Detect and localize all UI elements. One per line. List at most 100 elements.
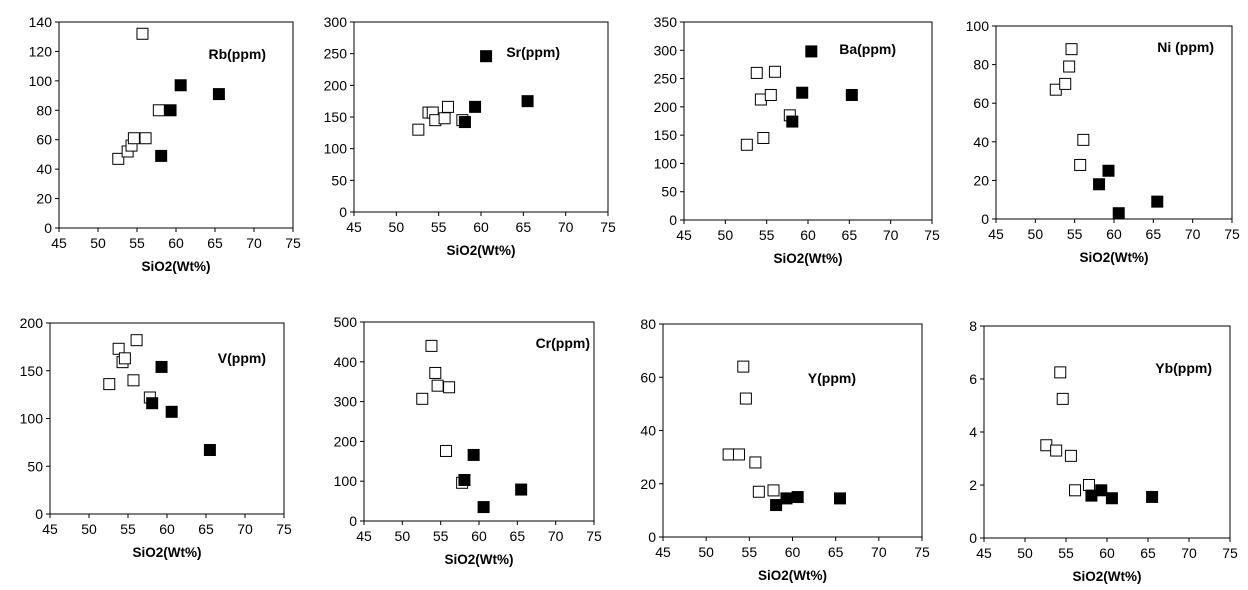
open-square-point <box>136 27 149 40</box>
panel-y: 45 50 55 60 65 70 75 0 20 40 60 80 SiO2(Wt%) Y(ppm) <box>640 316 930 583</box>
x-tick-label: 45 <box>42 521 58 537</box>
open-square-point <box>139 132 152 145</box>
filled-square-point <box>1095 484 1108 497</box>
open-square-point <box>118 352 131 365</box>
panel-ni: 45 50 55 60 65 70 75 0 20 40 60 80 100 SiO2(Wt%) Ni (p… <box>966 18 1240 265</box>
x-tick-label: 70 <box>871 544 887 560</box>
filled-square-point <box>791 491 804 504</box>
y-tick-label: 0 <box>44 220 52 236</box>
panel-title: Cr(ppm) <box>536 335 590 351</box>
filled-square-point <box>780 492 793 505</box>
plot-frame <box>662 323 923 538</box>
x-tick-label: 70 <box>1185 226 1201 242</box>
filled-square-point <box>1146 490 1159 503</box>
panel-ba: 45 50 55 60 65 70 75 0 50 100 150 200 250 300 350 SiO2(… <box>654 14 940 266</box>
filled-square-point <box>467 448 480 461</box>
open-square-point <box>425 339 438 352</box>
y-tick-label: 2 <box>969 477 977 493</box>
y-tick-label: 140 <box>29 14 53 30</box>
panel-title: Ni (ppm) <box>1157 39 1214 55</box>
x-tick-label: 65 <box>510 528 526 544</box>
open-square-point <box>740 138 753 151</box>
x-tick-label: 65 <box>516 219 532 235</box>
panel-title: Yb(ppm) <box>1155 360 1212 376</box>
filled-square-point <box>469 100 482 113</box>
x-tick-label: 50 <box>1028 226 1044 242</box>
open-square-point <box>732 448 745 461</box>
x-tick-label: 55 <box>1067 226 1083 242</box>
y-tick-label: 60 <box>640 369 656 385</box>
y-tick-label: 500 <box>334 314 358 330</box>
y-tick-label: 250 <box>654 71 678 87</box>
open-square-point <box>750 66 763 79</box>
filled-square-point <box>786 115 799 128</box>
filled-square-point <box>1093 178 1106 191</box>
panel-title: Ba(ppm) <box>839 41 896 57</box>
x-tick-label: 45 <box>676 227 692 243</box>
x-tick-label: 45 <box>655 544 671 560</box>
x-tick-label: 70 <box>548 528 564 544</box>
open-square-point <box>737 360 750 373</box>
x-tick-label: 45 <box>988 226 1004 242</box>
y-tick-label: 50 <box>331 172 347 188</box>
x-tick-label: 55 <box>759 227 775 243</box>
filled-square-point <box>174 79 187 92</box>
x-tick-label: 60 <box>159 521 175 537</box>
y-tick-label: 120 <box>29 43 53 59</box>
x-axis-label: SiO2(Wt%) <box>142 259 211 274</box>
open-square-point <box>412 123 425 136</box>
y-tick-label: 0 <box>339 204 347 220</box>
x-tick-label: 45 <box>356 528 372 544</box>
filled-square-point <box>770 499 783 512</box>
x-tick-label: 60 <box>473 219 489 235</box>
x-axis-label: SiO2(Wt%) <box>133 545 202 560</box>
y-tick-label: 50 <box>27 458 43 474</box>
x-axis-label: SiO2(Wt%) <box>774 251 843 266</box>
open-square-point <box>441 100 454 113</box>
x-tick-label: 60 <box>800 227 816 243</box>
open-square-point <box>1050 444 1063 457</box>
filled-square-point <box>1112 207 1125 220</box>
x-tick-label: 75 <box>1224 226 1240 242</box>
y-tick-label: 80 <box>36 102 52 118</box>
x-tick-label: 60 <box>785 544 801 560</box>
open-square-point <box>1063 60 1076 73</box>
y-tick-label: 250 <box>324 46 348 62</box>
panel-cr: 45 50 55 60 65 70 75 0 100 200 300 400 500 SiO2(Wt%) C… <box>334 314 602 567</box>
filled-square-point <box>155 360 168 373</box>
open-square-point <box>112 342 125 355</box>
x-tick-label: 50 <box>389 219 405 235</box>
x-tick-label: 45 <box>976 545 992 561</box>
y-tick-label: 40 <box>36 161 52 177</box>
y-tick-label: 80 <box>973 57 989 73</box>
y-tick-label: 20 <box>640 476 656 492</box>
x-tick-label: 70 <box>558 219 574 235</box>
y-tick-label: 0 <box>349 513 357 529</box>
x-tick-label: 65 <box>1146 226 1162 242</box>
open-square-point <box>764 88 777 101</box>
y-tick-label: 0 <box>648 529 656 545</box>
y-tick-label: 150 <box>324 109 348 125</box>
open-square-point <box>1069 484 1082 497</box>
y-tick-label: 4 <box>969 424 977 440</box>
open-square-point <box>1054 366 1067 379</box>
open-square-point <box>429 366 442 379</box>
panel-title: Y(ppm) <box>808 370 856 386</box>
x-tick-label: 75 <box>285 235 301 251</box>
y-tick-label: 60 <box>973 95 989 111</box>
panel-sr: 45 50 55 60 65 70 75 0 50 100 150 200 250 300 SiO2(Wt%… <box>324 14 616 258</box>
y-tick-label: 200 <box>654 99 678 115</box>
panel-rb: 45 50 55 60 65 70 75 0 20 40 60 80 100 120 140 SiO2(Wt%… <box>29 14 301 274</box>
y-tick-label: 300 <box>324 14 348 30</box>
y-tick-label: 100 <box>334 473 358 489</box>
y-tick-label: 40 <box>640 423 656 439</box>
y-tick-label: 60 <box>36 132 52 148</box>
filled-square-point <box>805 45 818 58</box>
open-square-point <box>722 448 735 461</box>
x-tick-label: 50 <box>81 521 97 537</box>
x-tick-label: 75 <box>914 544 930 560</box>
x-tick-label: 55 <box>431 219 447 235</box>
filled-square-point <box>833 492 846 505</box>
y-tick-label: 20 <box>36 191 52 207</box>
x-tick-label: 75 <box>924 227 940 243</box>
